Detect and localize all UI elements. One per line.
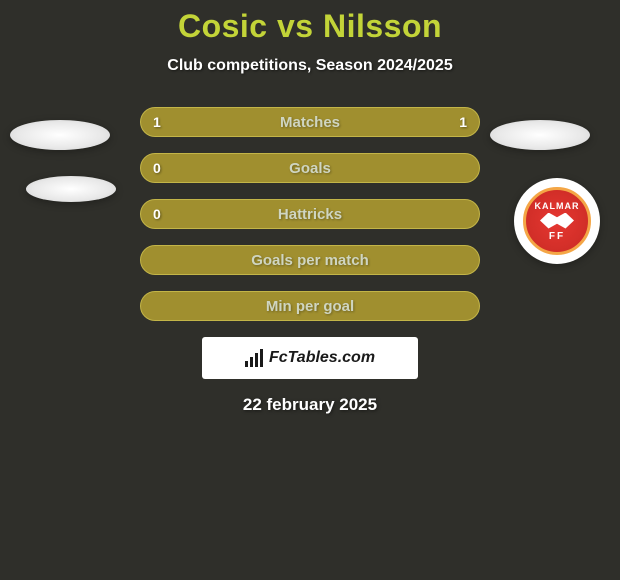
stat-left-value: 0 xyxy=(153,160,161,176)
stat-row: 1 Matches 1 xyxy=(0,107,620,137)
stat-label: Matches xyxy=(280,114,340,131)
comparison-container: Cosic vs Nilsson Club competitions, Seas… xyxy=(0,0,620,580)
stats-area: 1 Matches 1 0 Goals 0 Hattricks Goals pe… xyxy=(0,107,620,321)
stat-label: Goals per match xyxy=(251,252,369,269)
chart-bar-icon xyxy=(260,349,263,367)
chart-bar-icon xyxy=(250,357,253,367)
page-subtitle: Club competitions, Season 2024/2025 xyxy=(0,57,620,75)
page-title: Cosic vs Nilsson xyxy=(0,8,620,45)
branding-box[interactable]: FcTables.com xyxy=(202,337,418,379)
chart-icon xyxy=(245,349,263,367)
chart-bar-icon xyxy=(245,361,248,367)
stat-row: 0 Hattricks xyxy=(0,199,620,229)
stat-bar-matches: 1 Matches 1 xyxy=(140,107,480,137)
stat-bar-min-per-goal: Min per goal xyxy=(140,291,480,321)
date-label: 22 february 2025 xyxy=(0,395,620,415)
stat-left-value: 1 xyxy=(153,114,161,130)
chart-bar-icon xyxy=(255,353,258,367)
branding-text: FcTables.com xyxy=(269,349,375,367)
stat-right-value: 1 xyxy=(459,114,467,130)
stat-row: Goals per match xyxy=(0,245,620,275)
stat-left-value: 0 xyxy=(153,206,161,222)
stat-label: Min per goal xyxy=(266,298,354,315)
stat-row: 0 Goals xyxy=(0,153,620,183)
stat-label: Goals xyxy=(289,160,331,177)
stat-label: Hattricks xyxy=(278,206,342,223)
stat-bar-hattricks: 0 Hattricks xyxy=(140,199,480,229)
stat-row: Min per goal xyxy=(0,291,620,321)
stat-bar-goals-per-match: Goals per match xyxy=(140,245,480,275)
stat-bar-goals: 0 Goals xyxy=(140,153,480,183)
